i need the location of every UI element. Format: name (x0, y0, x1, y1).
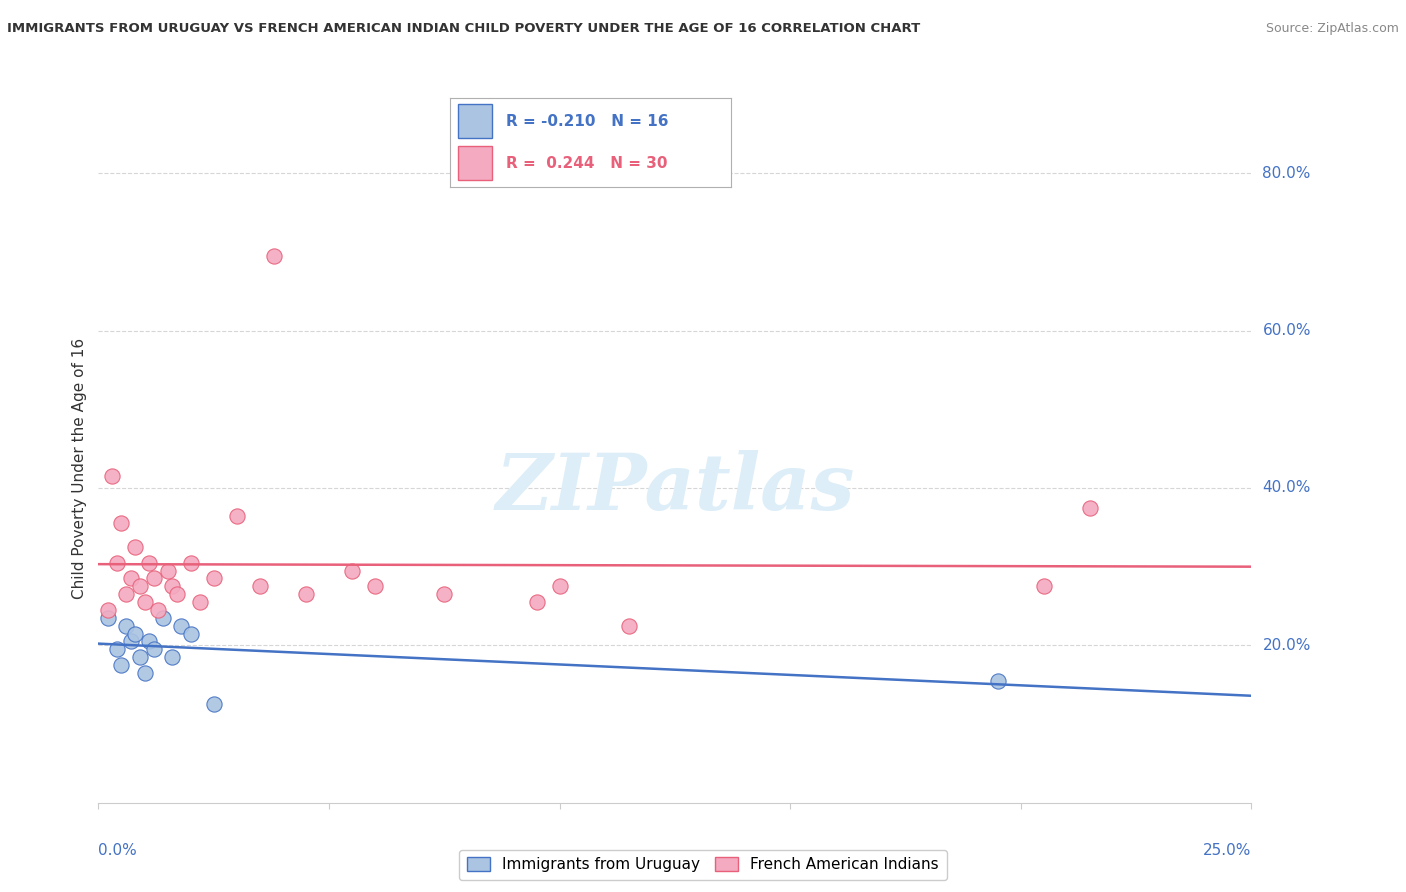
Point (160, 650, 183, 665)
Point (115, 618, 138, 632)
Point (156, 564, 179, 578)
Text: 25.0%: 25.0% (1204, 843, 1251, 858)
Text: R = -0.210   N = 16: R = -0.210 N = 16 (506, 114, 669, 128)
Point (105, 642, 128, 657)
Text: Source: ZipAtlas.com: Source: ZipAtlas.com (1265, 22, 1399, 36)
Point (263, 249, 285, 263)
Point (202, 698, 225, 712)
Point (160, 579, 183, 593)
Point (134, 665, 156, 680)
Text: 60.0%: 60.0% (1263, 323, 1310, 338)
Point (202, 572, 225, 586)
Point (105, 556, 128, 570)
Point (526, 595, 548, 609)
Text: 80.0%: 80.0% (1263, 166, 1310, 181)
Text: 40.0%: 40.0% (1263, 481, 1310, 495)
Bar (458, 146, 492, 180)
Point (170, 618, 193, 632)
Point (138, 634, 160, 648)
Point (115, 587, 138, 601)
Point (1032, 579, 1054, 593)
Point (129, 650, 152, 665)
Point (97, 603, 120, 617)
Point (134, 595, 156, 609)
Point (97, 611, 120, 625)
Point (364, 579, 387, 593)
Point (124, 626, 146, 640)
Point (295, 587, 318, 601)
Point (138, 556, 160, 570)
Point (180, 556, 202, 570)
Point (148, 603, 170, 617)
Point (987, 673, 1010, 688)
Point (166, 587, 188, 601)
Point (142, 572, 165, 586)
Text: IMMIGRANTS FROM URUGUAY VS FRENCH AMERICAN INDIAN CHILD POVERTY UNDER THE AGE OF: IMMIGRANTS FROM URUGUAY VS FRENCH AMERIC… (7, 22, 921, 36)
Point (124, 540, 146, 554)
Point (120, 634, 142, 648)
Point (110, 658, 132, 673)
Point (433, 587, 456, 601)
Point (129, 579, 152, 593)
Point (225, 508, 247, 523)
Point (180, 626, 202, 640)
Point (548, 579, 571, 593)
Point (617, 618, 640, 632)
Point (1078, 500, 1101, 515)
Point (120, 572, 142, 586)
Text: R =  0.244   N = 30: R = 0.244 N = 30 (506, 156, 668, 170)
Text: 20.0%: 20.0% (1263, 638, 1310, 653)
Point (340, 564, 363, 578)
Point (249, 579, 271, 593)
Y-axis label: Child Poverty Under the Age of 16: Child Poverty Under the Age of 16 (72, 338, 87, 599)
Point (142, 642, 165, 657)
Bar (458, 104, 492, 138)
Point (188, 595, 211, 609)
Point (101, 469, 124, 483)
Point (110, 516, 132, 531)
Point (152, 611, 174, 625)
Text: ZIPatlas: ZIPatlas (495, 450, 855, 526)
Text: 0.0%: 0.0% (98, 843, 138, 858)
Legend: Immigrants from Uruguay, French American Indians: Immigrants from Uruguay, French American… (460, 849, 946, 880)
